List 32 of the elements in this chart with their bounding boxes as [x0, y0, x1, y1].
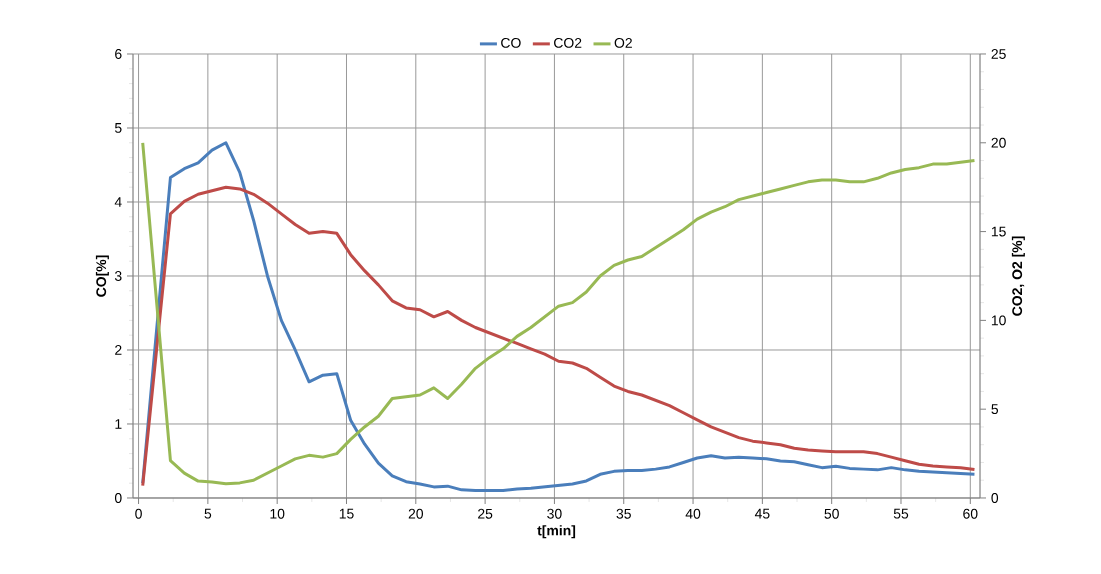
y2-tick-label: 15 — [991, 226, 1006, 237]
x-tick-label: 45 — [754, 508, 770, 519]
y-tick-label: 2 — [115, 345, 122, 355]
y2-tick-label: 0 — [991, 493, 999, 503]
x-tick-label: 50 — [824, 508, 839, 519]
x-tick-label: 10 — [270, 508, 285, 519]
y2-tick-label: 5 — [991, 404, 999, 415]
x-tick-label: 60 — [963, 508, 978, 519]
y-tick-label: 5 — [114, 123, 122, 133]
y-tick-label: 3 — [114, 271, 122, 281]
y2-tick-label: 25 — [991, 49, 1006, 59]
y-tick-label: 1 — [115, 419, 122, 429]
x-tick-label: 55 — [893, 508, 909, 519]
x-tick-label: 5 — [204, 508, 212, 519]
x-tick-label: 35 — [616, 508, 631, 519]
x-tick-label: 20 — [408, 508, 424, 519]
x-tick-label: 0 — [135, 508, 142, 519]
x-tick-label: 40 — [685, 508, 701, 519]
x-tick-label: 15 — [339, 508, 354, 519]
legend-label: CO — [501, 37, 521, 48]
x-tick-label: 30 — [547, 508, 562, 519]
y-axis-title: CO[%] — [95, 255, 109, 297]
y2-axis-title: CO2, O2 [%] — [1011, 236, 1025, 316]
y2-tick-label: 10 — [991, 315, 1006, 326]
legend-label: O2 — [614, 37, 632, 48]
x-axis-title: t[min] — [537, 525, 576, 539]
y-tick-label: 0 — [114, 493, 122, 503]
legend-label: CO2 — [554, 37, 582, 48]
y-tick-label: 6 — [115, 49, 122, 59]
y2-tick-label: 20 — [991, 137, 1006, 148]
x-tick-label: 25 — [478, 508, 493, 519]
y-tick-label: 4 — [114, 197, 122, 207]
